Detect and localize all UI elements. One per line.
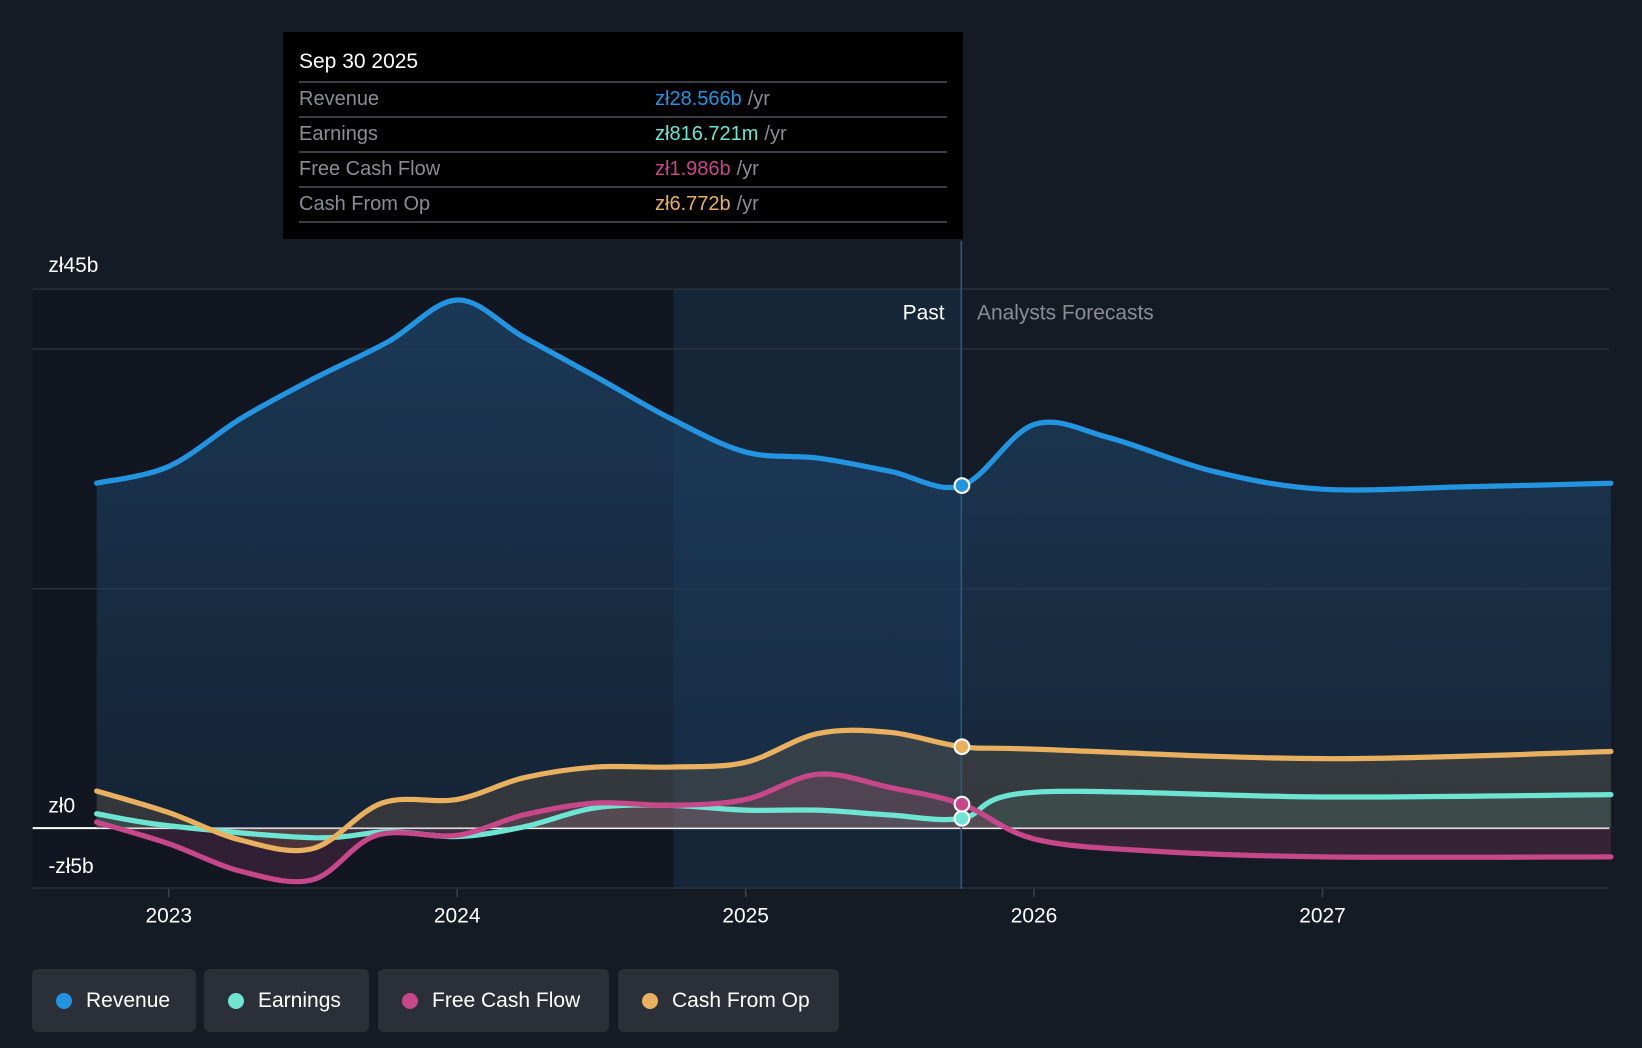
y-tick-label: zł0 — [48, 794, 75, 817]
legend-label: Free Cash Flow — [432, 988, 581, 1012]
tooltip-unit: /yr — [736, 193, 759, 215]
x-tick-label: 2025 — [722, 904, 769, 927]
tooltip-row-cfo: Cash From Op zł6.772b/yr — [299, 186, 947, 222]
tooltip-row-revenue: Revenue zł28.566b/yr — [299, 81, 947, 117]
tooltip-row-fcf: Free Cash Flow zł1.986b/yr — [299, 151, 947, 187]
tooltip-label: Revenue — [299, 88, 380, 110]
revenue-area — [96, 299, 1611, 829]
tooltip-value: zł1.986b — [655, 158, 731, 180]
legend-cash-from-op[interactable]: Cash From Op — [618, 969, 839, 1032]
x-tick-label: 2024 — [434, 904, 481, 927]
tooltip-label: Cash From Op — [299, 193, 431, 215]
tooltip-row-earnings: Earnings zł816.721m/yr — [299, 116, 947, 152]
free-cash-flow-line — [94, 771, 1614, 885]
x-tick-label: 2023 — [145, 904, 192, 927]
tooltip-value: zł816.721m — [655, 123, 759, 145]
tooltip-label: Earnings — [299, 123, 378, 145]
legend-revenue[interactable]: Revenue — [32, 969, 196, 1032]
legend-label: Earnings — [258, 988, 341, 1012]
cash-from-op-area — [96, 730, 1611, 851]
x-tick-label: 2027 — [1299, 904, 1346, 927]
legend-dot-icon — [56, 992, 72, 1009]
legend-dot-icon — [642, 992, 658, 1009]
legend-label: Revenue — [86, 988, 171, 1012]
legend-label: Cash From Op — [672, 988, 810, 1012]
y-tick-label: zł45b — [48, 254, 98, 277]
revenue-marker[interactable] — [953, 477, 971, 494]
legend-earnings[interactable]: Earnings — [204, 969, 369, 1032]
cash-from-op-line — [94, 727, 1614, 854]
tooltip-unit: /yr — [764, 123, 787, 145]
tooltip-unit: /yr — [736, 158, 759, 180]
free-cash-flow-marker[interactable] — [953, 795, 971, 813]
tooltip-unit: /yr — [747, 88, 770, 110]
tooltip-label: Free Cash Flow — [299, 158, 441, 180]
y-tick-label: -zł5b — [48, 855, 93, 878]
x-tick-label: 2026 — [1011, 904, 1058, 927]
legend-dot-icon — [402, 992, 418, 1009]
tooltip: Sep 30 2025 Revenue zł28.566b/yr Earning… — [283, 32, 963, 239]
forecast-label: Analysts Forecasts — [977, 301, 1154, 324]
tooltip-value: zł28.566b — [655, 88, 742, 110]
earnings-marker[interactable] — [953, 809, 971, 827]
tooltip-date: Sep 30 2025 — [299, 50, 419, 73]
revenue-line — [94, 297, 1614, 493]
past-label: Past — [903, 301, 945, 324]
cash-from-op-marker[interactable] — [953, 738, 971, 756]
tooltip-value: zł6.772b — [655, 193, 731, 215]
legend-free-cash-flow[interactable]: Free Cash Flow — [378, 969, 609, 1032]
legend-dot-icon — [228, 992, 244, 1009]
